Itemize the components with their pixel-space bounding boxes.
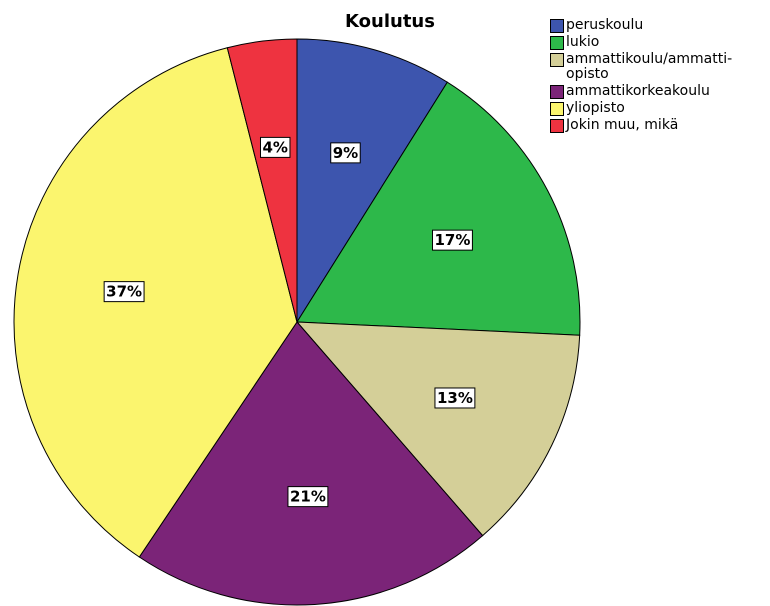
data-label: 4% <box>259 136 291 158</box>
legend-label: lukio <box>566 34 600 50</box>
legend-item: Jokin muu, mikä <box>550 118 710 133</box>
data-label-box <box>103 281 145 303</box>
legend-swatch <box>550 36 564 50</box>
legend-item: ammattikorkeakoulu <box>550 84 710 99</box>
legend-label: yliopisto <box>566 100 625 116</box>
legend-label: ammattikorkeakoulu <box>566 83 710 99</box>
pie-slice <box>295 321 581 537</box>
pie-slice <box>296 81 581 336</box>
legend-swatch <box>550 119 564 133</box>
pie-slice <box>138 321 484 606</box>
pie-slice <box>296 38 448 324</box>
pie-slice <box>13 47 298 558</box>
data-label-box <box>434 387 476 409</box>
data-label-text: 17% <box>435 231 471 249</box>
data-label: 17% <box>432 229 473 251</box>
legend-swatch <box>550 19 564 33</box>
legend-item: lukio <box>550 35 710 50</box>
data-label-box <box>432 229 473 251</box>
legend-item: ammattikoulu/ammatti-opisto <box>550 52 732 82</box>
legend-swatch <box>550 102 564 116</box>
data-label-text: 9% <box>333 144 358 162</box>
legend-swatch <box>550 53 564 67</box>
legend-label: peruskoulu <box>566 17 644 33</box>
legend-label: ammattikoulu/ammatti-opisto <box>566 51 733 82</box>
legend-item: peruskoulu <box>550 18 710 33</box>
data-label-text: 21% <box>290 488 326 506</box>
legend-label: Jokin muu, mikä <box>566 117 679 133</box>
pie-slice <box>226 38 298 323</box>
chart-title: Koulutus <box>345 11 435 32</box>
data-label-text: 13% <box>437 389 473 407</box>
data-label: 13% <box>434 387 476 409</box>
data-label: 21% <box>287 486 329 508</box>
data-label: 9% <box>330 142 361 164</box>
data-label-text: 4% <box>262 138 287 156</box>
data-label-box <box>287 486 329 508</box>
data-label-box <box>330 142 361 164</box>
data-label-text: 37% <box>106 283 142 301</box>
data-label-box <box>259 136 291 158</box>
legend-item: yliopisto <box>550 101 710 116</box>
data-label: 37% <box>103 281 145 303</box>
legend-swatch <box>550 85 564 99</box>
legend: peruskoulu lukio ammattikoulu/ammatti-opis… <box>550 18 732 135</box>
